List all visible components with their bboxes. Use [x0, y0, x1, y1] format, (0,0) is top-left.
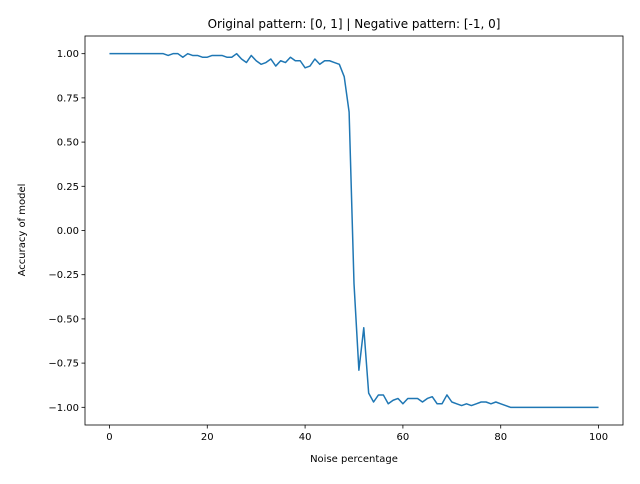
y-tick-label: 0.75	[57, 93, 79, 104]
chart-title: Original pattern: [0, 1] | Negative patt…	[208, 17, 501, 31]
y-axis: 1.00 0.75 0.50 0.25 0.00 −0.25 −0.50 −0.75 −1.00	[48, 49, 85, 414]
y-tick-label: 0.25	[57, 182, 79, 193]
y-tick-label: 0.50	[57, 138, 79, 149]
y-tick-label: −0.50	[48, 314, 79, 325]
y-tick-label: −0.75	[48, 359, 79, 370]
y-axis-label: Accuracy of model	[17, 184, 28, 277]
y-tick-label: −0.25	[48, 270, 79, 281]
y-tick-label: −1.00	[48, 403, 79, 414]
x-tick-label: 40	[299, 432, 312, 443]
y-tick-label: 0.00	[57, 226, 79, 237]
x-tick-label: 100	[589, 432, 608, 443]
y-tick-label: 1.00	[57, 49, 79, 60]
x-axis: 0 20 40 60 80 100	[106, 425, 608, 443]
x-tick-label: 0	[106, 432, 112, 443]
x-axis-label: Noise percentage	[310, 454, 398, 465]
x-tick-label: 20	[201, 432, 214, 443]
x-tick-label: 60	[397, 432, 410, 443]
x-tick-label: 80	[494, 432, 507, 443]
series-line-0	[109, 52, 599, 409]
